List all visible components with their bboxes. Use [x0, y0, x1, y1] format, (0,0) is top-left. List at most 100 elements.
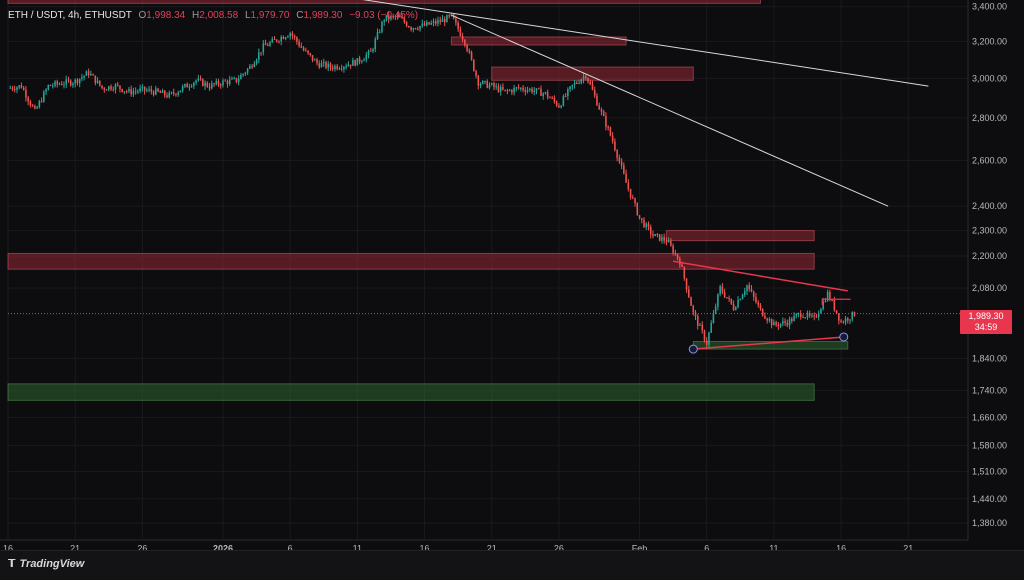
candle-down: [219, 84, 222, 86]
candle-up: [83, 75, 85, 78]
candle-up: [479, 83, 482, 86]
candle-down: [157, 88, 159, 92]
y-tick-label: 1,510.00: [972, 467, 1007, 477]
candle-up: [661, 237, 663, 241]
y-tick-label: 2,200.00: [972, 251, 1007, 261]
candle-down: [166, 95, 168, 98]
candle-down: [752, 291, 755, 297]
candle-down: [759, 304, 762, 309]
tradingview-brand[interactable]: 𝗧 TradingView: [8, 557, 84, 570]
candle-down: [150, 89, 153, 92]
x-tick-label: 21: [487, 543, 497, 553]
candle-down: [235, 77, 238, 83]
candle-down: [634, 198, 636, 204]
candle-up: [72, 83, 74, 86]
candle-down: [434, 21, 437, 24]
candle-up: [768, 319, 771, 321]
candle-up: [817, 313, 820, 318]
candle-down: [125, 91, 128, 93]
candle-down: [298, 41, 300, 47]
candle-down: [457, 22, 459, 30]
candle-up: [378, 31, 381, 33]
candle-down: [723, 292, 726, 298]
candle-up: [184, 83, 186, 87]
candle-down: [76, 79, 79, 84]
candle-up: [562, 95, 565, 106]
candle-up: [280, 37, 282, 42]
candle-down: [531, 88, 533, 93]
candle-down: [13, 89, 16, 91]
candle-up: [63, 84, 65, 86]
candle-up: [542, 93, 545, 96]
candle-down: [802, 316, 804, 318]
descending-trendline: [362, 0, 929, 87]
candle-up: [141, 86, 144, 89]
candle-up: [437, 20, 439, 24]
candle-down: [813, 315, 815, 317]
candle-down: [549, 97, 551, 99]
candle-down: [354, 60, 356, 66]
candle-down: [829, 291, 831, 301]
x-tick-label: 16: [3, 543, 13, 553]
price-axis-bg: [968, 0, 1024, 540]
candle-up: [65, 79, 68, 85]
candle-up: [246, 68, 249, 73]
candle-down: [172, 92, 175, 94]
candle-down: [69, 80, 72, 86]
candle-up: [580, 79, 583, 84]
candle-up: [381, 22, 383, 32]
candle-down: [840, 320, 842, 323]
candle-down: [340, 68, 343, 70]
candle-down: [305, 50, 307, 52]
candle-up: [822, 301, 824, 310]
candle-down: [60, 84, 63, 86]
candle-down: [101, 85, 103, 89]
candle-up: [741, 294, 744, 300]
candle-down: [470, 51, 473, 60]
candle-up: [54, 81, 56, 86]
candle-up: [195, 80, 197, 83]
candle-down: [473, 59, 475, 71]
y-tick-label: 1,380.00: [972, 518, 1007, 528]
candle-up: [737, 300, 739, 308]
candle-up: [396, 15, 399, 17]
candle-down: [551, 97, 553, 99]
high-label: H: [192, 10, 200, 21]
candle-up: [347, 64, 350, 67]
candle-up: [484, 80, 486, 82]
candle-down: [672, 245, 674, 254]
candle-down: [493, 83, 495, 87]
candle-down: [56, 81, 59, 85]
candle-down: [163, 90, 166, 96]
tradingview-logo-icon: 𝗧: [8, 558, 16, 570]
bar-countdown: 34:59: [974, 322, 998, 332]
candle-down: [696, 316, 699, 326]
candle-down: [25, 89, 27, 98]
descending-trendline: [451, 14, 889, 207]
y-tick-label: 2,600.00: [972, 155, 1007, 165]
candle-up: [645, 223, 648, 228]
candle-up: [168, 93, 171, 98]
candle-up: [795, 314, 798, 316]
candle-down: [777, 324, 780, 327]
candle-up: [327, 63, 330, 68]
candle-down: [833, 300, 836, 311]
candle-up: [269, 42, 271, 46]
candle-down: [49, 85, 52, 87]
candle-down: [291, 33, 294, 36]
candle-down: [842, 322, 845, 324]
candle-down: [674, 253, 677, 255]
candle-up: [177, 92, 179, 95]
candle-up: [699, 324, 701, 326]
candle-down: [614, 141, 616, 151]
candle-down: [296, 37, 298, 42]
candle-up: [237, 79, 240, 83]
candle-up: [284, 37, 287, 39]
candle-up: [188, 86, 191, 88]
candle-down: [764, 315, 766, 319]
candle-up: [508, 90, 511, 92]
candle-up: [412, 28, 415, 30]
triangle-breakout-box: [821, 298, 851, 305]
